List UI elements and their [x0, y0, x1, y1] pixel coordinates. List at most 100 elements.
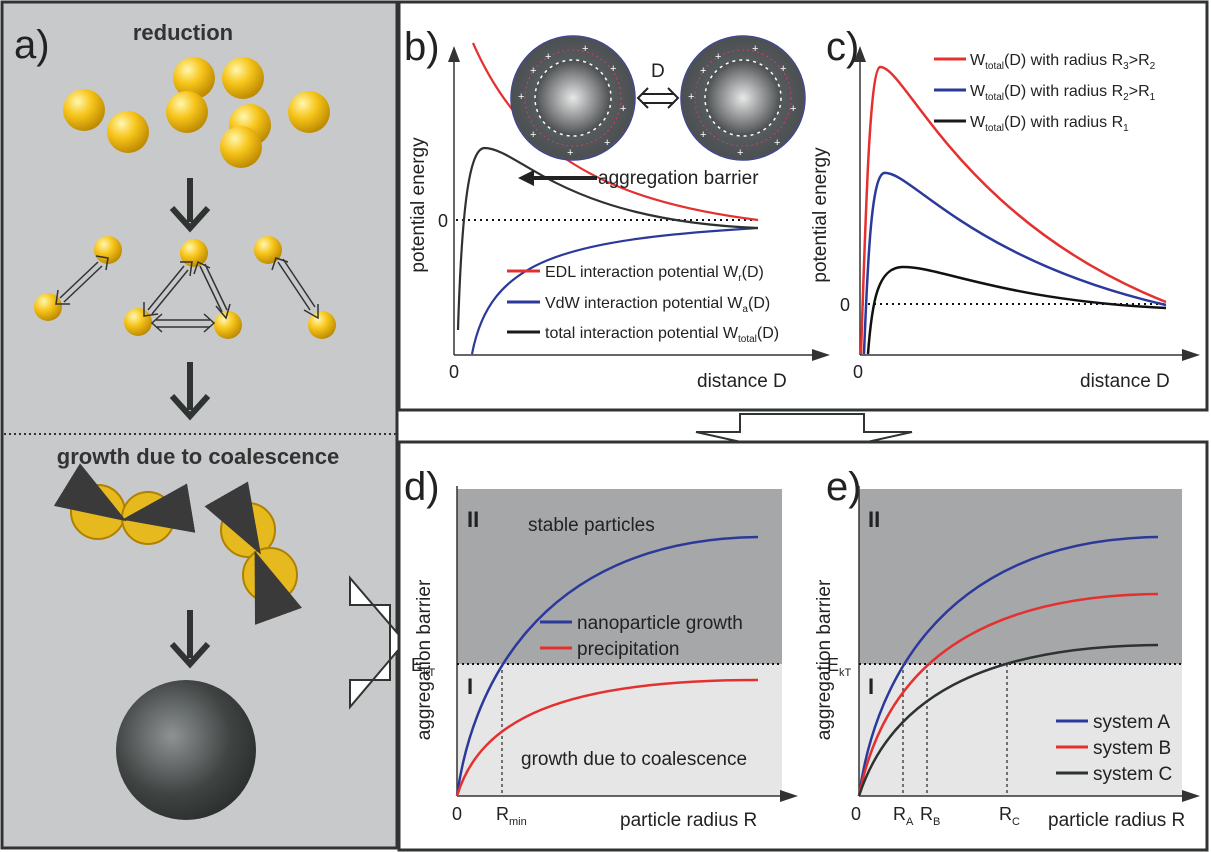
svg-text:+: +: [737, 147, 743, 159]
svg-text:+: +: [530, 129, 536, 141]
y-axis-arrow-icon: [854, 46, 866, 62]
distance-label: D: [651, 61, 665, 82]
svg-text:+: +: [610, 63, 616, 75]
panel-d-xlabel: particle radius R: [620, 810, 757, 831]
coalescence-title: growth due to coalescence: [57, 444, 339, 469]
legend-edl: EDL interaction potential Wr(D): [545, 264, 764, 284]
double-arrow-icons: [55, 255, 319, 333]
panel-d-label: d): [404, 465, 440, 509]
svg-text:+: +: [700, 129, 706, 141]
panel-d-ylabel: aggregation barrier: [414, 579, 435, 740]
svg-text:+: +: [582, 43, 588, 55]
legend-r3: Wtotal(D) with radius R3>R2: [970, 52, 1156, 72]
region-I: [457, 664, 782, 796]
nanoparticle-growth-curve: [455, 535, 759, 797]
svg-text:+: +: [567, 147, 573, 159]
panel-c-label: c): [826, 25, 859, 69]
svg-text:+: +: [688, 91, 694, 103]
panel-e-xlabel: particle radius R: [1048, 810, 1185, 831]
x-axis-arrow-icon: [1182, 349, 1200, 361]
panel-b-label: b): [404, 25, 440, 69]
ekt-label: EkT: [827, 655, 852, 679]
legend-system-b: system B: [1093, 738, 1171, 759]
particle-interaction-group: [34, 236, 336, 339]
panel-b-legend: EDL interaction potential Wr(D) VdW inte…: [507, 264, 779, 345]
svg-text:+: +: [700, 65, 706, 77]
panel-d-legend: nanoparticle growth precipitation: [540, 613, 743, 660]
panel-e-label: e): [826, 465, 862, 509]
region-I: [859, 664, 1182, 796]
gold-particle: [180, 239, 208, 267]
down-arrow-icon: [169, 610, 211, 669]
panel-c-zero-x: 0: [853, 362, 863, 382]
ekt-label: EkT: [411, 655, 436, 679]
reduction-title: reduction: [133, 20, 233, 45]
rb-label: RB: [920, 804, 940, 828]
panel-b-ylabel: potential energy: [408, 137, 429, 273]
svg-text:+: +: [518, 91, 524, 103]
region-I-label: I: [868, 674, 874, 699]
gold-atom: [173, 57, 215, 99]
panel-c-ylabel: potential energy: [810, 147, 831, 283]
y-axis-arrow-icon: [448, 46, 460, 62]
rc-label: RC: [999, 804, 1020, 828]
legend-precipitation: precipitation: [577, 639, 679, 660]
edl-potential-curve: [471, 42, 759, 222]
system-a-curve: [857, 535, 1159, 797]
edl-particle-left: [510, 35, 636, 161]
vdw-potential-curve: [470, 226, 759, 355]
radius-r3-curve: [859, 65, 1167, 355]
panel-b-zero-y: 0: [438, 211, 448, 231]
coalescence-text: growth due to coalescence: [521, 749, 747, 770]
plus-charges: + + + + + + + + + + + + + + + + + +: [518, 43, 796, 159]
panel-c-xlabel: distance D: [1080, 371, 1170, 392]
svg-text:+: +: [530, 65, 536, 77]
region-II-label: II: [467, 507, 479, 532]
panel-c-legend: Wtotal(D) with radius R3>R2 Wtotal(D) wi…: [934, 52, 1156, 134]
gold-particle: [254, 236, 282, 264]
large-particle: [116, 680, 256, 820]
svg-text:+: +: [620, 103, 626, 115]
svg-text:+: +: [774, 137, 780, 149]
panel-a-label: a): [14, 23, 50, 67]
gold-atom: [63, 89, 105, 131]
x-axis-arrow-icon: [812, 349, 830, 361]
x-axis-arrow-icon: [780, 790, 798, 802]
gold-atoms-group: [63, 57, 330, 168]
panel-e: e) aggregation barrier particle radius R…: [814, 465, 1200, 831]
gold-particle: [214, 311, 242, 339]
svg-text:+: +: [780, 63, 786, 75]
panel-d: d) aggregation barrier particle radius R…: [404, 465, 798, 831]
radius-r1-curve: [866, 265, 1167, 355]
ra-label: RA: [893, 804, 914, 828]
panel-d-zero-x: 0: [452, 804, 462, 824]
stable-text: stable particles: [528, 515, 655, 536]
barrier-arrow-icon: [518, 170, 534, 186]
panel-b: b) potential energy distance D 0 0: [404, 25, 830, 392]
gold-particle: [34, 293, 62, 321]
legend-growth: nanoparticle growth: [577, 613, 743, 634]
coalescing-cluster-left: [53, 463, 196, 545]
gold-particle: [308, 311, 336, 339]
svg-text:+: +: [545, 51, 551, 63]
svg-text:+: +: [604, 137, 610, 149]
panel-b-xlabel: distance D: [697, 371, 787, 392]
x-axis-arrow-icon: [1182, 790, 1200, 802]
region-I-label: I: [467, 674, 473, 699]
gold-atom: [222, 57, 264, 99]
gold-atom: [107, 111, 149, 153]
radius-r2-curve: [862, 171, 1167, 355]
legend-system-a: system A: [1093, 712, 1170, 733]
panel-e-ylabel: aggregation barrier: [814, 579, 835, 740]
gold-atom: [220, 126, 262, 168]
svg-text:+: +: [752, 43, 758, 55]
panel-b-zero-x: 0: [449, 362, 459, 382]
legend-vdw: VdW interaction potential Wa(D): [545, 295, 770, 315]
panel-e-zero-x: 0: [851, 804, 861, 824]
coalescing-cluster-right: [204, 481, 302, 625]
panel-c: c) potential energy distance D 0 0 Wtota…: [810, 25, 1200, 392]
legend-r1: Wtotal(D) with radius R1: [970, 114, 1129, 134]
region-II: [457, 489, 782, 664]
down-arrow-icon: [169, 362, 211, 421]
